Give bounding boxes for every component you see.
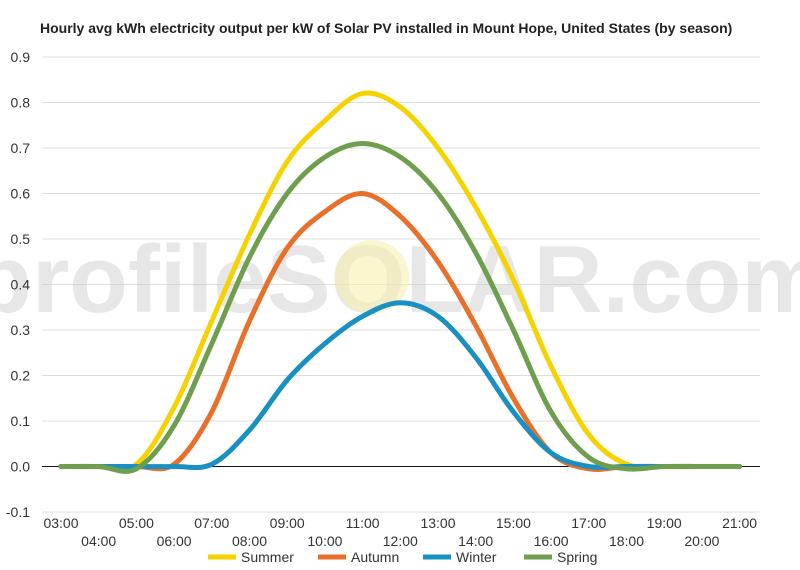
x-tick-label: 11:00: [346, 515, 380, 531]
x-tick-label: 19:00: [647, 515, 682, 531]
y-tick-label: 0.2: [11, 368, 31, 384]
y-tick-label: -0.1: [6, 504, 30, 520]
x-tick-label: 21:00: [722, 515, 757, 531]
x-tick-label: 18:00: [609, 533, 644, 549]
y-tick-label: 0.8: [11, 95, 31, 111]
series-line-spring: [58, 140, 743, 474]
x-tick-label: 13:00: [420, 515, 455, 531]
x-tick-label: 20:00: [684, 533, 719, 549]
y-tick-label: 0.6: [11, 186, 31, 202]
legend-label-autumn: Autumn: [351, 549, 399, 565]
y-axis: -0.1 0.0 0.1 0.2 0.3 0.4 0.5 0.6 0.7 0.8 0.9: [6, 49, 30, 520]
watermark-sun-icon: [335, 240, 409, 314]
x-tick-label: 09:00: [270, 515, 305, 531]
x-tick-label: 05:00: [119, 515, 154, 531]
legend-label-summer: Summer: [241, 549, 294, 565]
y-tick-label: 0.3: [11, 322, 31, 338]
y-tick-label: 0.7: [11, 140, 31, 156]
x-tick-label: 08:00: [232, 533, 267, 549]
legend-label-spring: Spring: [557, 549, 597, 565]
x-axis: 03:0004:0005:0006:0007:0008:0009:0010:00…: [43, 515, 757, 549]
x-tick-label: 12:00: [383, 533, 418, 549]
x-tick-label: 06:00: [157, 533, 192, 549]
x-tick-label: 10:00: [307, 533, 342, 549]
y-tick-label: 0.0: [11, 459, 31, 475]
y-tick-label: 0.4: [11, 277, 31, 293]
x-tick-label: 14:00: [458, 533, 493, 549]
x-tick-label: 04:00: [81, 533, 116, 549]
x-tick-label: 03:00: [43, 515, 78, 531]
chart-title: Hourly avg kWh electricity output per kW…: [40, 20, 732, 36]
x-tick-label: 15:00: [496, 515, 531, 531]
y-tick-label: 0.1: [11, 413, 31, 429]
x-tick-label: 17:00: [571, 515, 606, 531]
y-tick-label: 0.9: [11, 49, 31, 65]
series-line-summer: [58, 90, 743, 472]
legend: Summer Autumn Winter Spring: [208, 549, 597, 565]
y-tick-label: 0.5: [11, 231, 31, 247]
x-tick-label: 16:00: [534, 533, 569, 549]
legend-label-winter: Winter: [456, 549, 497, 565]
series-lines: [58, 90, 743, 474]
x-tick-label: 07:00: [194, 515, 229, 531]
